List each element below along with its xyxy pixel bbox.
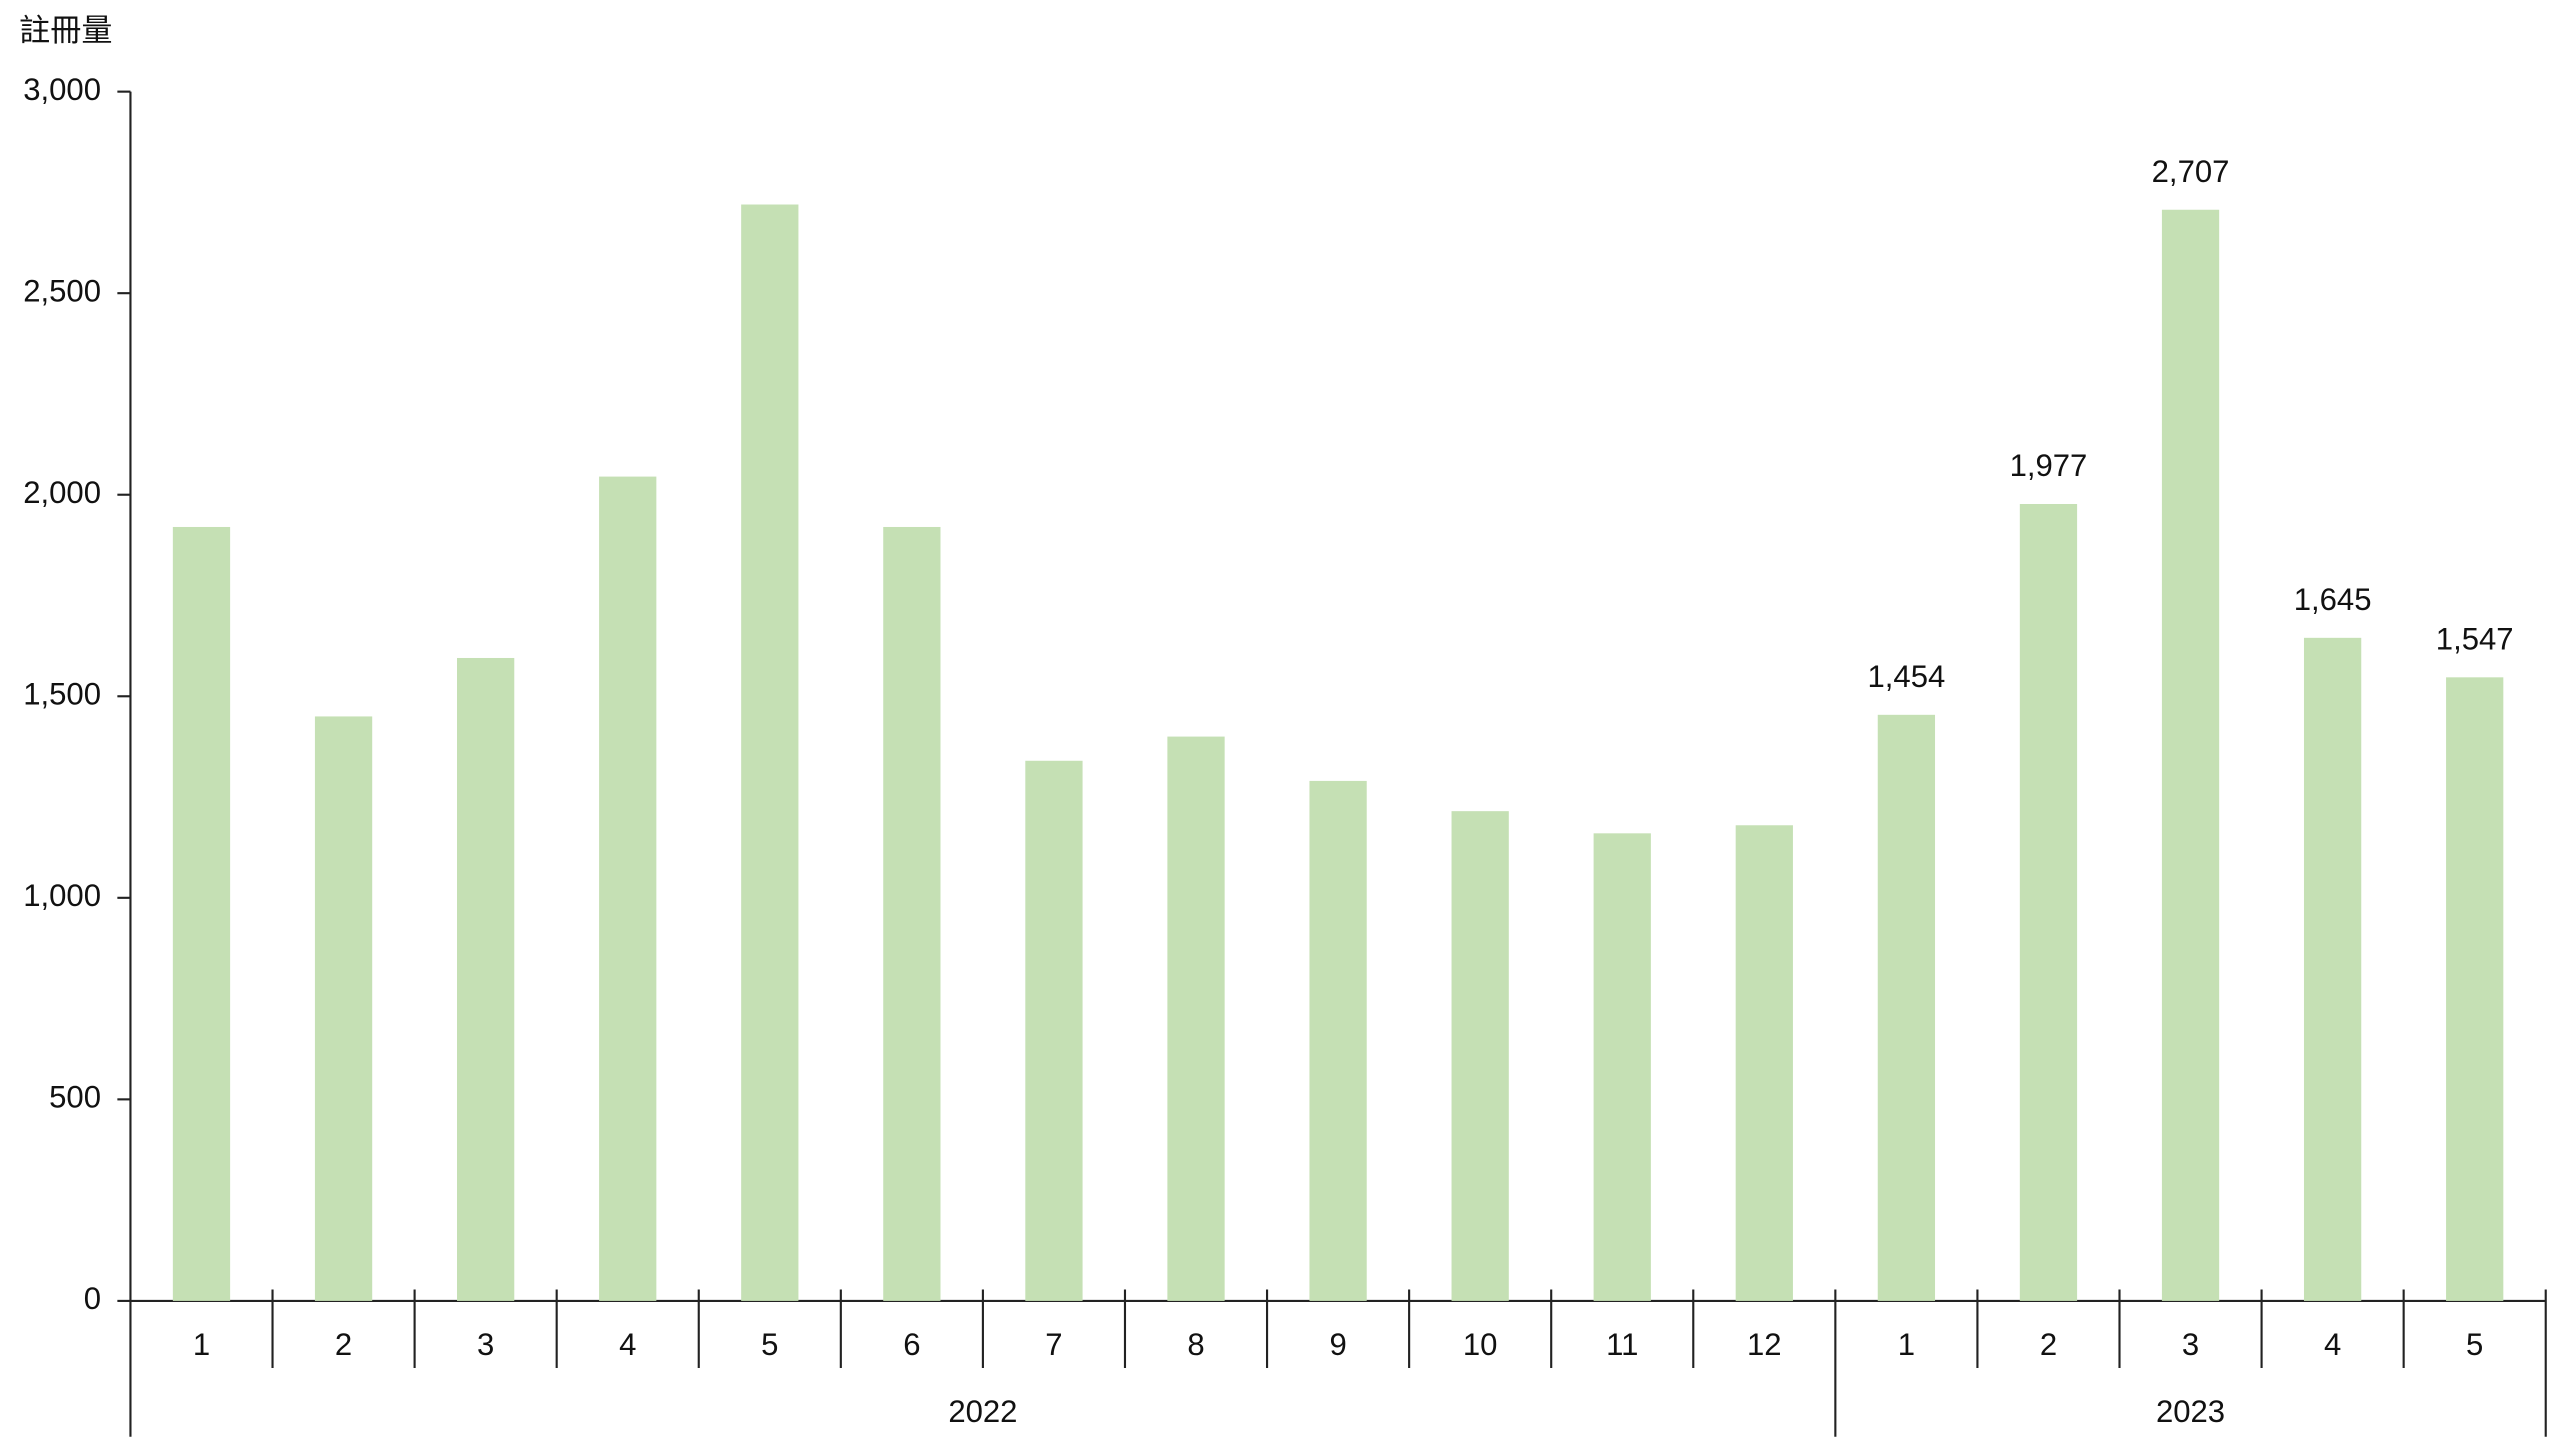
data-label: 1,454 [1867,659,1945,694]
y-tick-label: 3,000 [23,72,101,107]
data-label: 2,707 [2152,154,2230,189]
x-tick-label: 4 [619,1327,636,1362]
bar [1593,833,1651,1301]
bar [314,716,373,1301]
bar [883,526,941,1301]
x-tick-label: 12 [1747,1327,1782,1362]
bar [2446,677,2504,1301]
data-label: 1,547 [2436,622,2514,657]
x-tick-label: 11 [1606,1327,1638,1362]
y-axis-title: 註冊量 [19,13,112,48]
bar [2019,503,2078,1301]
y-tick-label: 0 [84,1281,101,1316]
group-label: 2023 [2156,1394,2225,1429]
bar [599,476,657,1301]
bar [1167,736,1225,1301]
bar [1451,811,1509,1301]
x-tick-label: 4 [2324,1327,2341,1362]
x-tick-label: 3 [477,1327,494,1362]
y-tick-label: 2,500 [23,273,101,308]
x-tick-label: 1 [193,1327,210,1362]
bar [1025,760,1083,1301]
x-tick-label: 5 [761,1327,778,1362]
data-label: 1,645 [2294,582,2372,617]
bar [741,204,799,1301]
x-tick-label: 3 [2182,1327,2199,1362]
y-tick-label: 2,000 [23,475,101,510]
x-tick-label: 1 [1898,1327,1915,1362]
x-tick-label: 9 [1329,1327,1346,1362]
y-tick-label: 500 [49,1080,101,1115]
bar [457,657,515,1301]
bar [1877,714,1936,1301]
data-label: 1,977 [2010,448,2088,483]
bar [1735,825,1793,1301]
x-tick-label: 2 [335,1327,352,1362]
x-tick-label: 7 [1045,1327,1062,1362]
bar [2161,209,2220,1301]
bar [1309,780,1367,1301]
x-tick-label: 10 [1463,1327,1498,1362]
bar [2303,637,2362,1301]
y-tick-label: 1,000 [23,878,101,913]
bar [172,526,231,1301]
x-tick-label: 6 [903,1327,920,1362]
group-label: 2022 [948,1394,1017,1429]
x-tick-label: 8 [1187,1327,1204,1362]
x-tick-label: 5 [2466,1327,2483,1362]
x-tick-label: 2 [2040,1327,2057,1362]
y-tick-label: 1,500 [23,676,101,711]
